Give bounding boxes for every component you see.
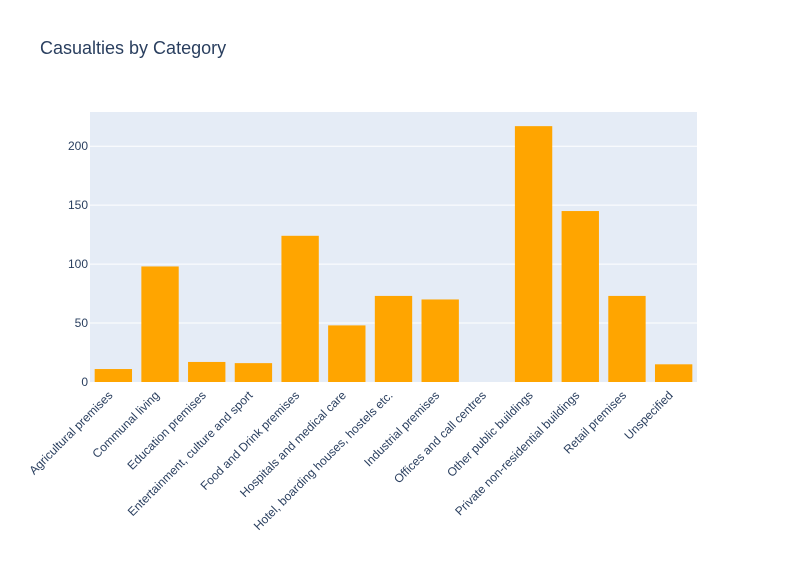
- y-axis-ticks: 0 50 100 150 200: [68, 139, 88, 389]
- bar: [141, 266, 179, 382]
- y-tick-label: 150: [68, 198, 88, 212]
- bar: [421, 299, 459, 382]
- bar: [561, 211, 599, 382]
- bar: [234, 363, 273, 382]
- x-tick-label: Agricultural premises: [26, 388, 115, 477]
- y-tick-label: 0: [81, 375, 88, 389]
- x-tick-label: Offices and call centres: [391, 388, 489, 486]
- bar: [608, 295, 646, 382]
- x-tick-label: Unspecified: [622, 388, 676, 442]
- bar: [374, 295, 413, 382]
- bars: [94, 126, 693, 382]
- x-tick-label: Other public buildings: [444, 388, 536, 480]
- bar: [514, 126, 553, 382]
- y-tick-label: 100: [68, 257, 88, 271]
- chart-title: Casualties by Category: [40, 38, 227, 58]
- bar: [328, 325, 366, 382]
- y-tick-label: 200: [68, 139, 88, 153]
- bar: [188, 361, 226, 382]
- bar: [654, 364, 693, 382]
- y-tick-label: 50: [75, 316, 89, 330]
- bar: [281, 235, 319, 382]
- bar: [94, 369, 133, 382]
- x-tick-label: Education premises: [124, 388, 208, 472]
